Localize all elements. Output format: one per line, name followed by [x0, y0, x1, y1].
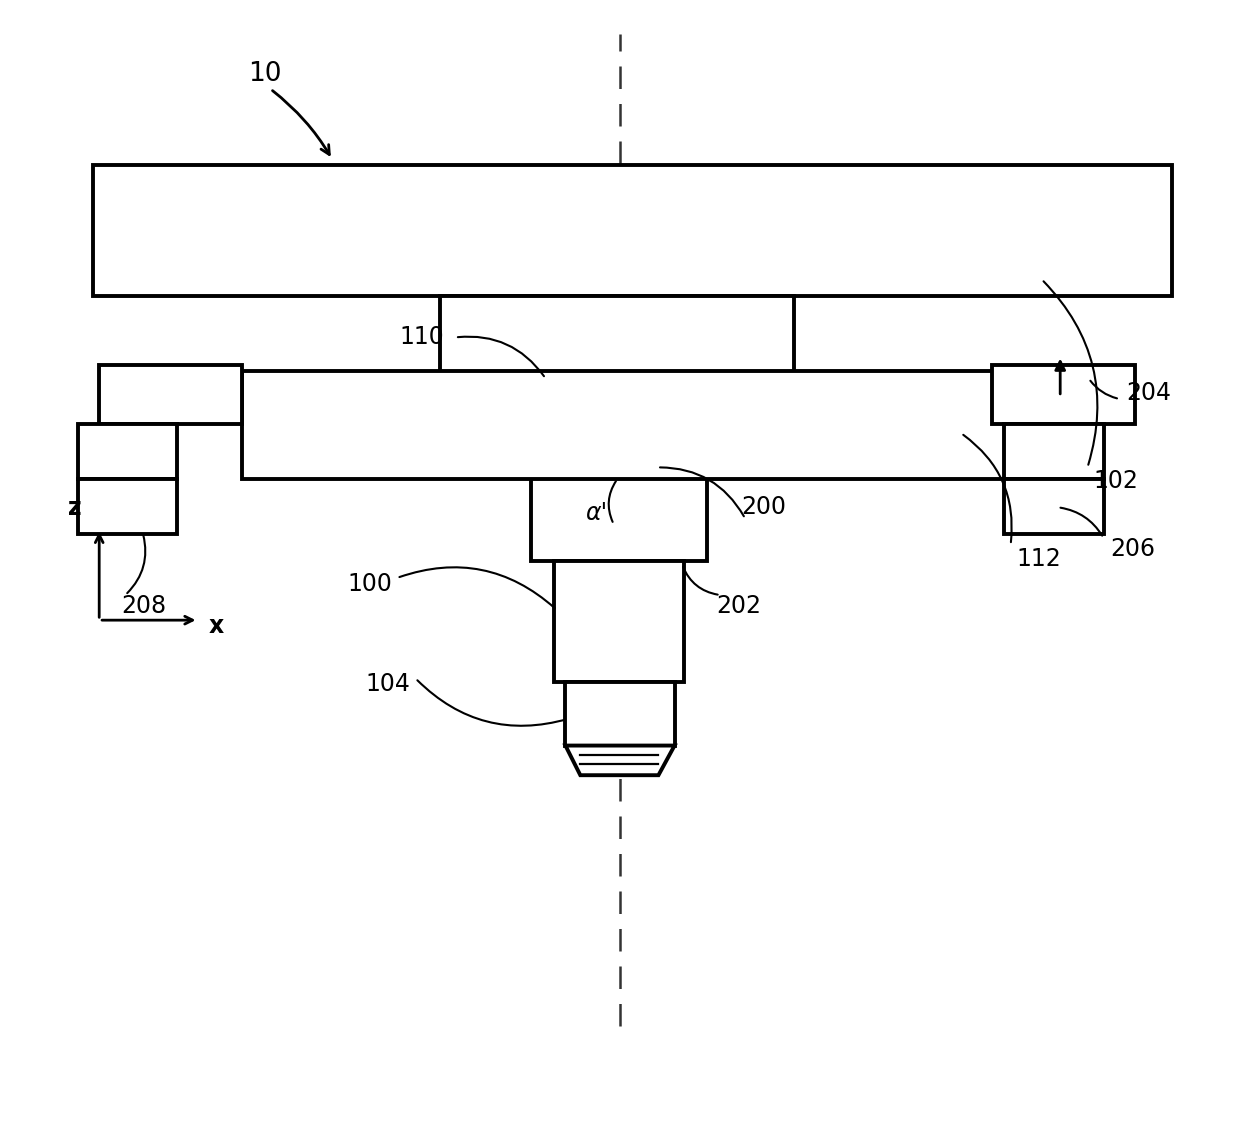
FancyBboxPatch shape [565, 682, 675, 746]
Text: 206: 206 [1110, 537, 1154, 562]
Text: 104: 104 [366, 671, 410, 697]
Text: 204: 204 [1126, 381, 1171, 406]
Text: 200: 200 [742, 495, 786, 520]
FancyBboxPatch shape [93, 165, 1172, 296]
Text: 208: 208 [122, 594, 166, 619]
Text: 110: 110 [399, 325, 444, 350]
FancyBboxPatch shape [1004, 479, 1104, 534]
FancyBboxPatch shape [440, 296, 794, 435]
FancyBboxPatch shape [99, 365, 242, 424]
Text: 202: 202 [717, 594, 761, 619]
FancyBboxPatch shape [531, 435, 707, 561]
Text: 112: 112 [1017, 546, 1061, 571]
FancyBboxPatch shape [78, 479, 177, 534]
Text: z: z [68, 496, 81, 520]
FancyBboxPatch shape [78, 424, 177, 479]
FancyBboxPatch shape [242, 370, 1054, 479]
Text: α': α' [585, 500, 608, 526]
Text: 102: 102 [1094, 469, 1138, 494]
FancyBboxPatch shape [554, 561, 684, 682]
Text: 100: 100 [347, 571, 392, 596]
Text: x: x [208, 613, 223, 638]
Polygon shape [565, 746, 675, 775]
FancyBboxPatch shape [992, 365, 1135, 424]
FancyBboxPatch shape [1004, 424, 1104, 479]
Text: 10: 10 [248, 62, 281, 87]
